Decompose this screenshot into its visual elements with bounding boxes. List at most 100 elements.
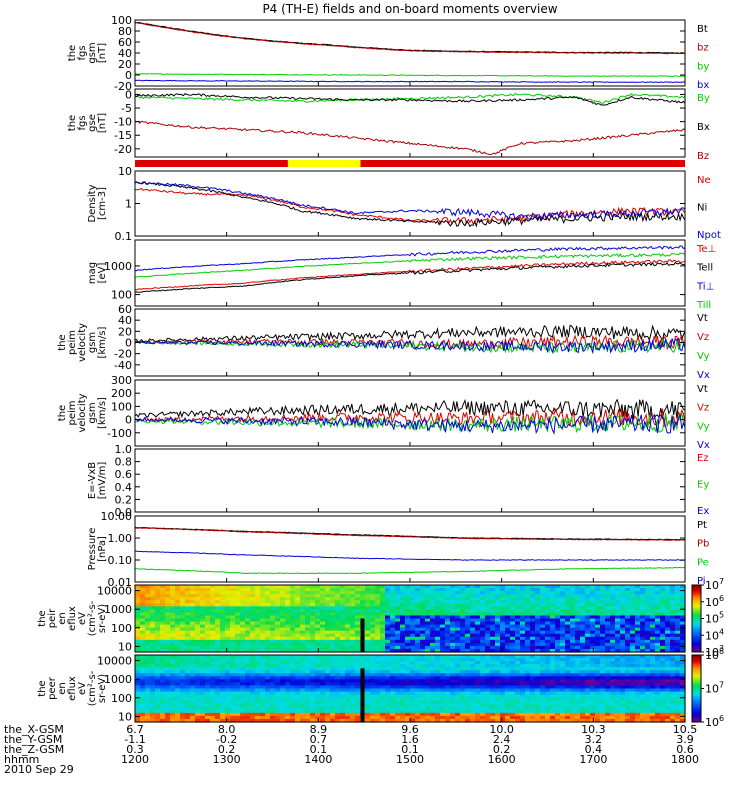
heatmap-cell — [400, 597, 406, 601]
heatmap-cell — [595, 591, 601, 595]
heatmap-cell — [275, 697, 281, 702]
heatmap-cell — [310, 612, 316, 617]
heatmap-cell — [250, 606, 256, 610]
y-axis-label-line: gsm — [87, 402, 98, 423]
heatmap-cell — [245, 658, 251, 662]
heatmap-cell — [405, 594, 411, 598]
heatmap-cell — [600, 664, 606, 668]
heatmap-cell — [300, 615, 306, 620]
heatmap-cell — [150, 612, 156, 617]
heatmap-cell — [225, 697, 231, 702]
heatmap-cell — [620, 648, 626, 653]
heatmap-cell — [570, 609, 576, 614]
heatmap-cell — [505, 682, 511, 687]
heatmap-cell — [275, 642, 281, 647]
heatmap-cell — [475, 591, 481, 595]
heatmap-cell — [410, 694, 416, 699]
heatmap-cell — [285, 679, 291, 684]
heatmap-cell — [620, 715, 626, 720]
heatmap-cell — [180, 709, 186, 714]
heatmap-cell — [470, 718, 476, 723]
heatmap-cell — [585, 630, 591, 635]
heatmap-cell — [315, 715, 321, 720]
heatmap-cell — [545, 597, 551, 601]
heatmap-cell — [415, 685, 421, 690]
heatmap-cell — [585, 709, 591, 714]
heatmap-cell — [355, 715, 361, 720]
heatmap-cell — [400, 679, 406, 684]
heatmap-cell — [645, 630, 651, 635]
heatmap-cell — [280, 645, 286, 650]
heatmap-cell — [455, 673, 461, 677]
heatmap-cell — [600, 685, 606, 690]
heatmap-cell — [350, 664, 356, 668]
heatmap-cell — [385, 682, 391, 687]
series-temperature-1 — [134, 261, 686, 293]
heatmap-cell — [315, 664, 321, 668]
heatmap-cell — [295, 676, 301, 680]
heatmap-cell — [465, 591, 471, 595]
heatmap-cell — [345, 615, 351, 620]
heatmap-cell — [335, 664, 341, 668]
heatmap-cell — [430, 688, 436, 693]
heatmap-cell — [155, 621, 161, 626]
heatmap-cell — [435, 664, 441, 668]
heatmap-cell — [205, 664, 211, 668]
heatmap-cell — [445, 630, 451, 635]
heatmap-cell — [430, 597, 436, 601]
heatmap-cell — [185, 642, 191, 647]
heatmap-cell — [180, 609, 186, 614]
heatmap-cell — [590, 718, 596, 723]
heatmap-cell — [355, 594, 361, 598]
heatmap-cell — [285, 715, 291, 720]
heatmap-cell — [495, 700, 501, 705]
heatmap-cell — [210, 718, 216, 723]
heatmap-cell — [395, 655, 401, 659]
heatmap-cell — [335, 639, 341, 644]
heatmap-cell — [310, 630, 316, 635]
heatmap-cell — [555, 639, 561, 644]
heatmap-cell — [200, 658, 206, 662]
heatmap-cell — [545, 621, 551, 626]
heatmap-cell — [215, 667, 221, 671]
heatmap-cell — [400, 642, 406, 647]
heatmap-cell — [425, 676, 431, 680]
heatmap-cell — [395, 715, 401, 720]
heatmap-cell — [210, 606, 216, 610]
heatmap-cell — [675, 630, 681, 635]
heatmap-cell — [300, 670, 306, 674]
heatmap-cell — [165, 603, 171, 607]
heatmap-cell — [260, 597, 266, 601]
heatmap-cell — [160, 624, 166, 629]
colorbar-step — [692, 588, 701, 591]
heatmap-cell — [490, 718, 496, 723]
heatmap-cell — [225, 591, 231, 595]
heatmap-cell — [405, 624, 411, 629]
heatmap-cell — [185, 645, 191, 650]
heatmap-cell — [630, 627, 636, 632]
heatmap-cell — [565, 682, 571, 687]
heatmap-cell — [680, 645, 686, 650]
heatmap-cell — [365, 718, 371, 723]
heatmap-cell — [580, 697, 586, 702]
heatmap-cell — [555, 655, 561, 659]
heatmap-cell — [635, 594, 641, 598]
heatmap-cell — [420, 609, 426, 614]
heatmap-cell — [545, 706, 551, 711]
heatmap-cell — [420, 618, 426, 623]
heatmap-cell — [270, 594, 276, 598]
heatmap-cell — [635, 667, 641, 671]
heatmap-cell — [525, 700, 531, 705]
heatmap-cell — [585, 658, 591, 662]
heatmap-cell — [595, 709, 601, 714]
heatmap-cell — [440, 624, 446, 629]
heatmap-cell — [485, 682, 491, 687]
heatmap-cell — [345, 627, 351, 632]
heatmap-cell — [215, 655, 221, 659]
heatmap-cell — [420, 612, 426, 617]
heatmap-cell — [310, 606, 316, 610]
heatmap-cell — [430, 603, 436, 607]
heatmap-cell — [155, 685, 161, 690]
heatmap-cell — [230, 633, 236, 638]
heatmap-cell — [180, 673, 186, 677]
